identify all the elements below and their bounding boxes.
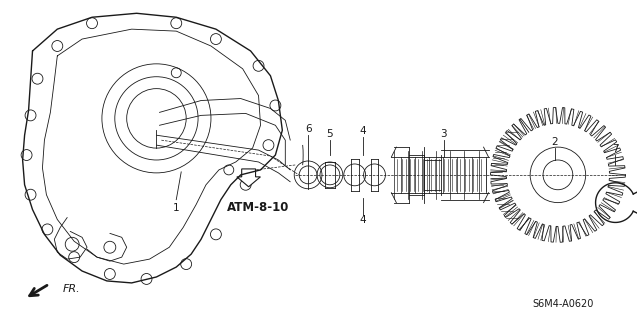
Text: 3: 3 — [440, 129, 447, 139]
Text: S6M4-A0620: S6M4-A0620 — [532, 299, 593, 309]
Text: 2: 2 — [552, 137, 558, 147]
Text: 6: 6 — [305, 124, 312, 134]
Text: 4: 4 — [359, 126, 366, 136]
Polygon shape — [237, 169, 260, 187]
Text: 1: 1 — [173, 203, 180, 212]
Text: FR.: FR. — [62, 284, 80, 294]
Text: 7: 7 — [612, 144, 619, 154]
Text: ATM-8-10: ATM-8-10 — [227, 201, 290, 214]
Text: 5: 5 — [326, 129, 333, 139]
Text: 4: 4 — [359, 215, 366, 226]
